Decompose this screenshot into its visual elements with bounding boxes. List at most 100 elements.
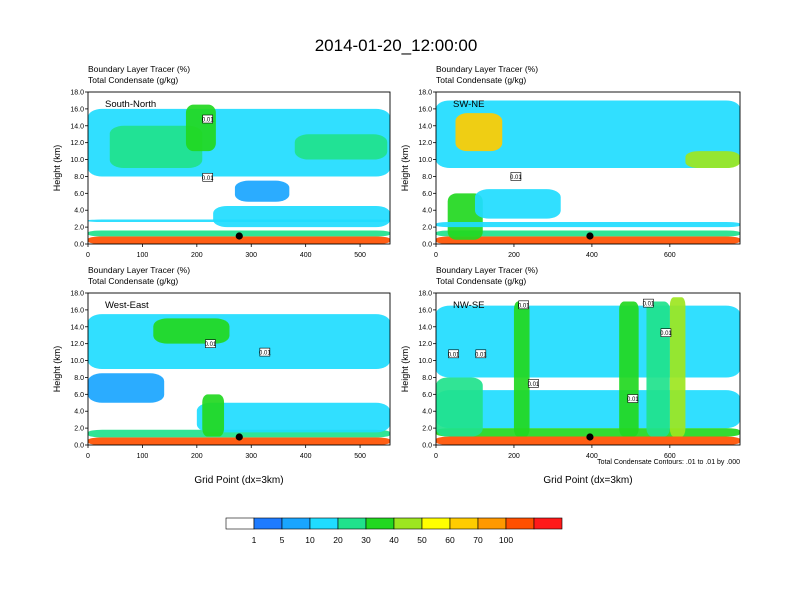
panel-label: SW-NE: [453, 99, 485, 110]
contour-label: 0.01: [259, 351, 271, 357]
y-tick-label: 0.0: [422, 443, 432, 450]
field-blob: [109, 125, 203, 168]
plot-frame: [435, 292, 741, 446]
contour-label: 0.01: [475, 352, 487, 358]
field-blob: [447, 193, 483, 240]
y-tick-label: 4.0: [74, 208, 84, 215]
x-tick-label: 200: [508, 252, 520, 259]
field-blob: [436, 100, 740, 168]
contour-label-box: [528, 379, 539, 388]
colorbar-swatch: [309, 517, 339, 530]
location-marker: [586, 433, 594, 441]
contour-label-box: [205, 339, 216, 348]
panels-group: 0.01 0.01 South-North Boundary Layer Tracer…: [52, 64, 741, 486]
colorbar-label: 100: [499, 535, 513, 545]
x-tick-label: 400: [586, 453, 598, 460]
x-tick-label: 200: [508, 453, 520, 460]
y-tick-label: 14.0: [70, 123, 84, 130]
y-tick-label: 18.0: [70, 291, 84, 298]
field-blob: [213, 206, 390, 228]
colorbar-label: 50: [417, 535, 427, 545]
contour-footnote: Total Condensate Contours: .01 to .01 by…: [597, 459, 740, 466]
x-tick-label: 400: [300, 453, 312, 460]
contour-label-box: [643, 298, 654, 308]
contour-label-box: [202, 172, 214, 182]
panel-header-tracer: Boundary Layer Tracer (%): [88, 265, 190, 275]
contour-label: 0.01: [518, 303, 530, 309]
contour-label: 0.01: [627, 397, 639, 403]
contour-label: 0.01: [660, 331, 672, 337]
colorbar-label: 70: [473, 535, 483, 545]
contour-label: 0.01: [643, 302, 655, 308]
colorbar-label: 10: [305, 535, 315, 545]
x-tick-label: 600: [664, 252, 676, 259]
plot-frame: [87, 91, 391, 245]
y-tick-label: 16.0: [418, 106, 432, 113]
contour-label: 0.01: [202, 176, 214, 182]
x-tick-label: 100: [137, 453, 149, 460]
colorbar-label: 30: [361, 535, 371, 545]
panel-west-east: 0.01 0.01 West-East Boundary Layer Tracer (…: [52, 265, 391, 486]
y-tick-label: 16.0: [70, 106, 84, 113]
y-tick-label: 10.0: [418, 358, 432, 365]
field-blob: [436, 305, 740, 378]
y-axis-label: Height (km): [52, 346, 62, 393]
panel-south-north: 0.01 0.01 South-North Boundary Layer Tracer…: [52, 64, 391, 259]
y-tick-label: 10.0: [70, 358, 84, 365]
y-tick-label: 4.0: [422, 208, 432, 215]
colorbar-swatch: [449, 517, 479, 530]
x-tick-label: 500: [354, 453, 366, 460]
colorbar: 1 5 10 20 30 40 50 60 70 100: [225, 517, 563, 545]
field-blob: [669, 297, 686, 437]
y-tick-label: 14.0: [70, 324, 84, 331]
panel-header-tracer: Boundary Layer Tracer (%): [436, 64, 538, 74]
field-blob: [436, 377, 483, 437]
colorbar-swatch: [365, 517, 395, 530]
panel-header-tracer: Boundary Layer Tracer (%): [88, 64, 190, 74]
y-tick-label: 6.0: [74, 191, 84, 198]
field-layer: [436, 297, 740, 445]
y-tick-label: 0.0: [74, 443, 84, 450]
y-tick-label: 4.0: [74, 409, 84, 416]
panel-header-condensate: Total Condensate (g/kg): [436, 75, 526, 85]
y-tick-label: 16.0: [70, 307, 84, 314]
x-axis-label: Grid Point (dx=3km): [194, 475, 283, 486]
y-tick-label: 12.0: [70, 341, 84, 348]
x-tick-label: 200: [191, 252, 203, 259]
contour-label-box: [627, 394, 639, 403]
x-tick-label: 0: [434, 252, 438, 259]
x-tick-label: 0: [86, 453, 90, 460]
y-tick-label: 2.0: [422, 426, 432, 433]
contour-label-box: [448, 349, 459, 359]
y-tick-label: 8.0: [74, 174, 84, 181]
panel-header-condensate: Total Condensate (g/kg): [436, 276, 526, 286]
colorbar-label: 1: [252, 535, 257, 545]
y-axis-label: Height (km): [400, 145, 410, 192]
y-tick-label: 6.0: [422, 392, 432, 399]
y-tick-label: 12.0: [418, 341, 432, 348]
field-blob: [455, 113, 503, 152]
contour-label: 0.01: [448, 352, 460, 358]
panel-nw-se: 0.01 0.01 0.01 0.01 0.01 0.01 0.01 NW-SE Boundar…: [400, 265, 741, 486]
colorbar-swatch: [253, 517, 283, 530]
y-axis-label: Height (km): [52, 145, 62, 192]
field-blob: [474, 189, 561, 219]
x-tick-label: 400: [300, 252, 312, 259]
panel-header-condensate: Total Condensate (g/kg): [88, 276, 178, 286]
field-blob: [202, 394, 225, 437]
y-tick-label: 10.0: [70, 157, 84, 164]
colorbar-swatch: [225, 517, 255, 530]
y-axis-label: Height (km): [400, 346, 410, 393]
contour-label-box: [259, 347, 271, 357]
x-tick-label: 300: [245, 453, 257, 460]
x-tick-label: 100: [137, 252, 149, 259]
y-tick-label: 4.0: [422, 409, 432, 416]
field-blob: [88, 219, 390, 223]
field-blob: [88, 314, 390, 369]
location-marker: [586, 232, 594, 240]
y-tick-label: 6.0: [74, 392, 84, 399]
x-tick-label: 600: [664, 453, 676, 460]
contour-label: 0.01: [205, 342, 217, 348]
y-tick-label: 2.0: [74, 426, 84, 433]
